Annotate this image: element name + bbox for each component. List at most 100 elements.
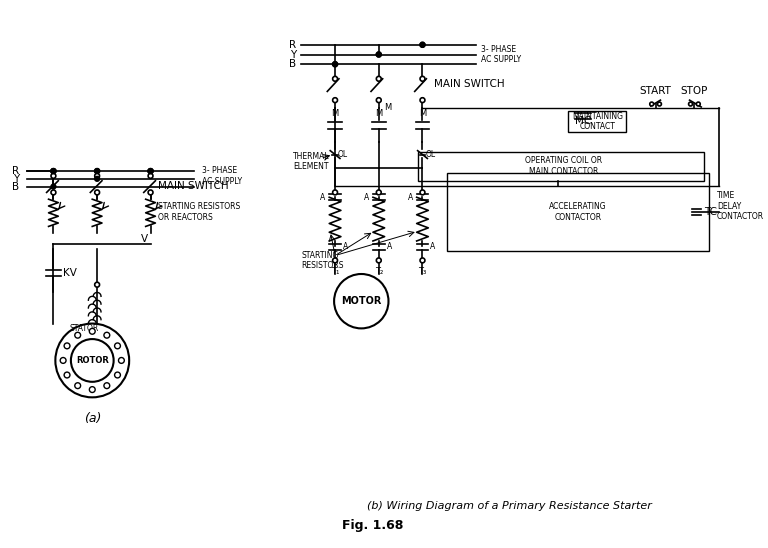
Text: Y: Y	[13, 174, 19, 184]
Text: ACCELERATING
CONTACTOR: ACCELERATING CONTACTOR	[549, 202, 607, 221]
Circle shape	[148, 174, 153, 178]
Circle shape	[148, 190, 153, 195]
Text: STARTING RESISTORS
OR REACTORS: STARTING RESISTORS OR REACTORS	[158, 202, 240, 221]
Bar	[418, 152, 704, 181]
Circle shape	[64, 343, 70, 349]
Circle shape	[104, 383, 110, 389]
Circle shape	[89, 328, 95, 334]
Text: T₂: T₂	[375, 267, 383, 276]
Circle shape	[333, 190, 337, 195]
Text: T₃: T₃	[419, 267, 426, 276]
Circle shape	[420, 98, 425, 102]
Circle shape	[51, 169, 56, 174]
Text: A: A	[343, 242, 348, 252]
Text: A: A	[364, 193, 369, 202]
Circle shape	[114, 343, 121, 349]
Circle shape	[94, 169, 100, 174]
Circle shape	[71, 339, 114, 382]
Circle shape	[94, 174, 100, 178]
Circle shape	[333, 98, 337, 102]
Text: R: R	[289, 40, 296, 50]
Circle shape	[148, 169, 153, 174]
Text: T₁: T₁	[331, 267, 339, 276]
Text: MAIN SWITCH: MAIN SWITCH	[434, 79, 505, 89]
Circle shape	[657, 102, 661, 106]
Text: M: M	[419, 109, 426, 118]
Text: THERMAL
ELEMENT: THERMAL ELEMENT	[293, 152, 330, 171]
Circle shape	[333, 62, 337, 67]
Text: M: M	[375, 109, 382, 118]
Text: B: B	[289, 59, 296, 69]
Text: STATOR: STATOR	[70, 324, 99, 333]
Circle shape	[51, 190, 56, 195]
Bar	[568, 111, 627, 132]
Text: 3- PHASE
AC SUPPLY: 3- PHASE AC SUPPLY	[481, 45, 521, 64]
Circle shape	[51, 184, 56, 189]
Text: (a): (a)	[84, 412, 101, 425]
Circle shape	[376, 98, 381, 102]
Text: MAINTAINING
CONTACT: MAINTAINING CONTACT	[572, 112, 623, 131]
Text: STOP: STOP	[680, 86, 708, 96]
Text: A: A	[408, 193, 412, 202]
Circle shape	[148, 169, 153, 174]
Circle shape	[60, 357, 66, 363]
Text: Y: Y	[290, 49, 296, 60]
Text: (b) Wiring Diagram of a Primary Resistance Starter: (b) Wiring Diagram of a Primary Resistan…	[367, 501, 652, 511]
Text: START: START	[640, 86, 671, 96]
Circle shape	[64, 372, 70, 378]
Text: A: A	[320, 193, 326, 202]
Text: MOTOR: MOTOR	[341, 296, 382, 306]
Circle shape	[94, 190, 100, 195]
Circle shape	[333, 258, 337, 263]
Text: MAIN SWITCH: MAIN SWITCH	[158, 181, 229, 191]
Circle shape	[74, 332, 81, 338]
Text: TIME
DELAY
CONTACTOR: TIME DELAY CONTACTOR	[717, 191, 764, 221]
Circle shape	[334, 274, 389, 328]
Text: OL: OL	[425, 150, 435, 159]
Text: 3- PHASE
AC SUPPLY: 3- PHASE AC SUPPLY	[202, 166, 242, 186]
Circle shape	[420, 42, 425, 47]
Circle shape	[420, 190, 425, 195]
Circle shape	[94, 169, 100, 174]
Circle shape	[376, 190, 381, 195]
Text: TC: TC	[704, 207, 717, 217]
Text: ROTOR: ROTOR	[76, 356, 109, 365]
Circle shape	[420, 76, 425, 81]
Circle shape	[376, 258, 381, 263]
Circle shape	[376, 52, 381, 57]
Bar	[447, 173, 709, 250]
Circle shape	[51, 169, 56, 174]
Circle shape	[89, 387, 95, 392]
Circle shape	[118, 357, 124, 363]
Text: MC: MC	[574, 116, 591, 125]
Circle shape	[55, 323, 129, 397]
Text: A: A	[386, 242, 392, 252]
Circle shape	[420, 42, 425, 47]
Circle shape	[333, 76, 337, 81]
Circle shape	[114, 372, 121, 378]
Text: OPERATING COIL OR
MAIN CONTACTOR: OPERATING COIL OR MAIN CONTACTOR	[525, 157, 602, 176]
Circle shape	[420, 258, 425, 263]
Circle shape	[148, 169, 153, 174]
Circle shape	[74, 383, 81, 389]
Circle shape	[697, 102, 700, 106]
Text: R: R	[12, 166, 19, 176]
Circle shape	[51, 174, 56, 178]
Text: B: B	[12, 181, 19, 192]
Circle shape	[689, 102, 693, 106]
Text: Fig. 1.68: Fig. 1.68	[343, 519, 404, 532]
Circle shape	[650, 102, 654, 106]
Circle shape	[333, 62, 337, 67]
Text: STARTING
RESISTORS: STARTING RESISTORS	[301, 250, 343, 270]
Circle shape	[94, 176, 100, 181]
Circle shape	[94, 282, 100, 287]
Circle shape	[51, 169, 56, 174]
Text: M: M	[384, 103, 391, 112]
Circle shape	[376, 52, 381, 57]
Text: OL: OL	[338, 150, 348, 159]
Text: V: V	[141, 234, 148, 244]
Circle shape	[376, 76, 381, 81]
Text: KV: KV	[63, 268, 77, 278]
Text: A: A	[430, 242, 435, 252]
Text: M: M	[332, 109, 339, 118]
